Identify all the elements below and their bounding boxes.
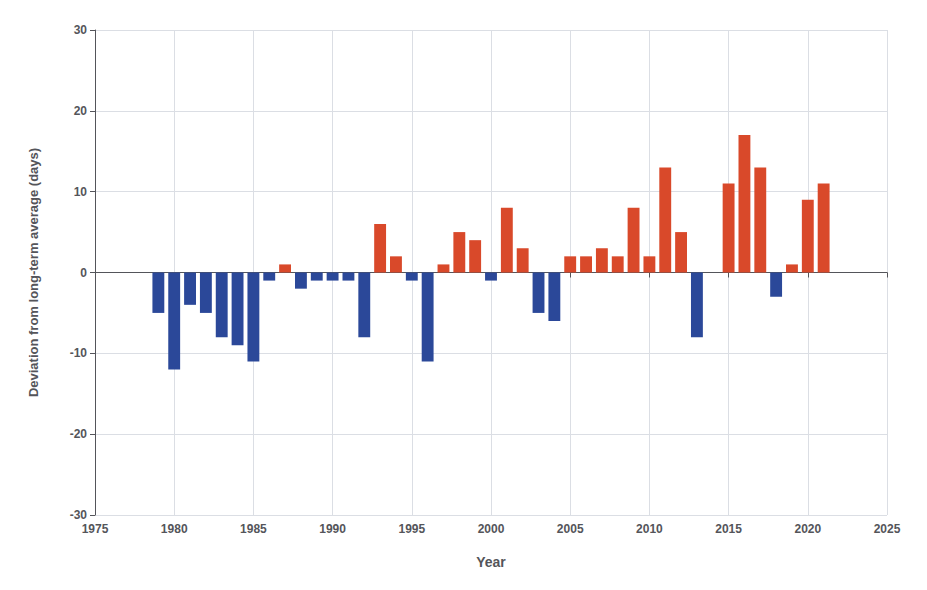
svg-text:2000: 2000 bbox=[478, 522, 505, 536]
svg-text:-10: -10 bbox=[70, 346, 88, 360]
svg-text:30: 30 bbox=[74, 23, 88, 37]
svg-text:1980: 1980 bbox=[161, 522, 188, 536]
svg-text:2010: 2010 bbox=[636, 522, 663, 536]
svg-text:10: 10 bbox=[74, 185, 88, 199]
svg-text:Deviation from long-term avera: Deviation from long-term average (days) bbox=[26, 148, 41, 397]
svg-text:2015: 2015 bbox=[715, 522, 742, 536]
svg-text:Year: Year bbox=[476, 554, 506, 570]
svg-text:-30: -30 bbox=[70, 508, 88, 522]
svg-text:0: 0 bbox=[80, 266, 87, 280]
svg-text:2020: 2020 bbox=[794, 522, 821, 536]
svg-text:1990: 1990 bbox=[319, 522, 346, 536]
svg-text:-20: -20 bbox=[70, 427, 88, 441]
svg-text:1995: 1995 bbox=[398, 522, 425, 536]
svg-text:2025: 2025 bbox=[874, 522, 901, 536]
svg-text:20: 20 bbox=[74, 104, 88, 118]
svg-text:1985: 1985 bbox=[240, 522, 267, 536]
svg-text:2005: 2005 bbox=[557, 522, 584, 536]
svg-text:1975: 1975 bbox=[82, 522, 109, 536]
